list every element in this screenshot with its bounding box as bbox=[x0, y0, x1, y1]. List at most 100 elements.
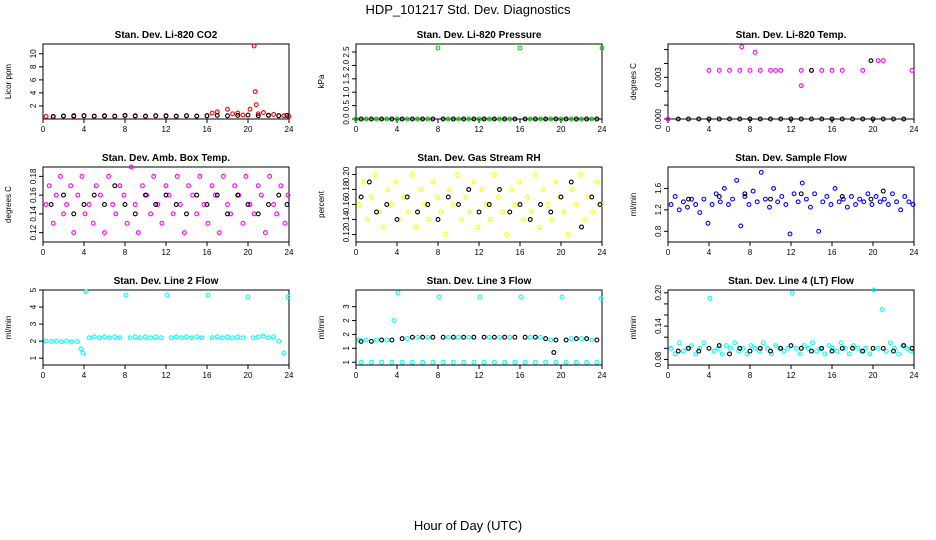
data-point-subset bbox=[809, 116, 814, 122]
data-point-all bbox=[91, 334, 97, 340]
data-point-all bbox=[747, 67, 753, 73]
data-point-all bbox=[701, 340, 707, 346]
data-point-subset bbox=[471, 116, 477, 122]
data-point-subset bbox=[788, 343, 794, 349]
data-point-subset bbox=[757, 116, 763, 122]
data-point-all bbox=[137, 335, 143, 341]
data-point-all bbox=[522, 359, 528, 365]
data-point-all bbox=[184, 334, 189, 340]
data-point-subset bbox=[50, 113, 56, 119]
data-point-all bbox=[57, 173, 63, 179]
data-point-subset bbox=[809, 67, 814, 73]
data-point-all bbox=[543, 359, 549, 365]
data-point-all bbox=[589, 116, 595, 122]
data-point-all bbox=[61, 211, 66, 217]
data-point-subset bbox=[543, 116, 549, 122]
x-tick-label: 12 bbox=[787, 371, 796, 380]
data-point-all bbox=[107, 335, 113, 341]
data-point-all bbox=[53, 192, 59, 198]
data-point-subset bbox=[686, 116, 691, 122]
data-point-subset bbox=[379, 116, 385, 122]
x-tick-label: 12 bbox=[162, 125, 171, 134]
data-point-all bbox=[247, 106, 253, 112]
data-point-all bbox=[791, 191, 797, 197]
panel-title: Stan. Dev. Line 3 Flow bbox=[427, 276, 532, 287]
data-point-subset bbox=[798, 191, 804, 197]
data-point-all bbox=[106, 173, 112, 179]
data-point-all bbox=[727, 67, 732, 73]
data-point-subset bbox=[716, 116, 722, 122]
data-point-all bbox=[834, 348, 840, 354]
data-point-all bbox=[836, 199, 842, 205]
data-point-subset bbox=[102, 113, 107, 119]
data-point-all bbox=[706, 67, 712, 73]
data-point-subset bbox=[553, 337, 559, 343]
data-point-all bbox=[500, 209, 506, 215]
x-tick-label: 16 bbox=[828, 125, 837, 134]
data-point-all bbox=[467, 209, 473, 215]
data-point-all bbox=[744, 351, 750, 357]
data-point-all bbox=[110, 202, 116, 207]
data-point-all bbox=[395, 290, 401, 296]
data-point-all bbox=[672, 194, 678, 199]
y-tick-label: 0.16 bbox=[342, 196, 351, 212]
data-point-all bbox=[819, 67, 825, 73]
y-tick-label: 2 bbox=[29, 338, 38, 343]
data-point-all bbox=[668, 202, 674, 207]
data-point-all bbox=[594, 179, 600, 185]
data-point-all bbox=[135, 230, 141, 236]
data-point-subset bbox=[71, 113, 77, 119]
x-tick-label: 4 bbox=[82, 371, 87, 380]
data-point-all bbox=[243, 173, 249, 179]
data-point-all bbox=[537, 224, 542, 230]
data-point-all bbox=[83, 289, 89, 295]
data-point-all bbox=[842, 345, 848, 351]
x-tick-label: 4 bbox=[707, 371, 712, 380]
data-point-subset bbox=[747, 116, 753, 122]
y-axis-label: ml/min bbox=[4, 316, 13, 340]
data-point-all bbox=[164, 292, 170, 298]
data-point-subset bbox=[850, 345, 855, 351]
data-point-subset bbox=[502, 334, 508, 340]
y-tick-label: 3 bbox=[29, 321, 38, 326]
data-point-all bbox=[545, 202, 551, 207]
y-tick-label: 1 bbox=[342, 359, 351, 364]
data-point-all bbox=[393, 179, 399, 185]
data-point-all bbox=[418, 187, 424, 192]
data-point-all bbox=[752, 345, 758, 351]
data-point-all bbox=[209, 110, 215, 116]
data-point-all bbox=[728, 345, 733, 351]
x-tick-label: 24 bbox=[598, 248, 607, 257]
data-point-all bbox=[285, 294, 291, 300]
data-point-all bbox=[425, 334, 431, 340]
data-point-all bbox=[201, 202, 207, 207]
data-point-subset bbox=[868, 58, 874, 64]
data-point-all bbox=[189, 335, 195, 341]
x-tick-label: 24 bbox=[285, 248, 294, 257]
panel-title: Stan. Dev. Sample Flow bbox=[735, 153, 847, 164]
data-point-subset bbox=[512, 116, 518, 122]
data-point-subset bbox=[839, 116, 845, 122]
data-point-all bbox=[399, 359, 405, 365]
x-tick-label: 12 bbox=[475, 125, 484, 134]
data-point-subset bbox=[389, 337, 395, 343]
data-point-all bbox=[486, 334, 492, 340]
y-axis-label: kPa bbox=[317, 74, 326, 88]
x-tick-label: 8 bbox=[748, 125, 753, 134]
x-tick-label: 0 bbox=[41, 371, 46, 380]
data-point-subset bbox=[445, 194, 451, 200]
data-point-all bbox=[814, 348, 820, 354]
data-point-subset bbox=[558, 194, 564, 200]
data-point-all bbox=[824, 194, 830, 199]
y-tick-label: 0.000 bbox=[654, 108, 663, 129]
data-point-subset bbox=[471, 334, 477, 340]
data-point-all bbox=[397, 217, 403, 222]
data-point-all bbox=[584, 359, 590, 365]
data-point-subset bbox=[284, 202, 290, 207]
y-tick-label: 0.20 bbox=[342, 166, 351, 182]
plot-frame bbox=[667, 166, 915, 243]
data-point-subset bbox=[809, 348, 814, 354]
data-point-subset bbox=[891, 348, 896, 354]
data-point-all bbox=[793, 345, 799, 351]
data-point-subset bbox=[868, 196, 874, 202]
